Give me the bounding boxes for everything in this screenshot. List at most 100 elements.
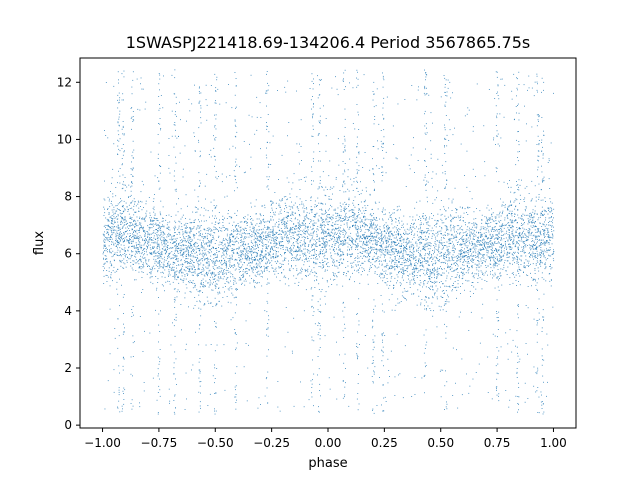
data-point <box>538 245 540 247</box>
data-point <box>162 266 164 268</box>
data-point <box>141 209 143 211</box>
data-point <box>325 249 327 250</box>
data-point <box>472 239 474 240</box>
data-point <box>176 203 177 205</box>
data-point <box>306 212 308 214</box>
data-point <box>398 220 400 222</box>
data-point <box>489 263 491 265</box>
data-point <box>542 214 544 215</box>
data-point <box>161 276 163 278</box>
data-point <box>406 246 407 247</box>
data-point <box>516 241 518 243</box>
data-point <box>114 260 115 262</box>
data-point <box>112 270 114 272</box>
data-point <box>204 275 206 277</box>
data-point <box>536 235 538 237</box>
data-point <box>283 232 285 234</box>
data-point <box>142 289 144 290</box>
data-point <box>295 249 297 251</box>
data-point <box>449 239 451 241</box>
data-point <box>320 203 322 205</box>
data-point <box>371 223 372 224</box>
data-point <box>364 219 366 221</box>
data-point <box>290 227 292 229</box>
data-point <box>163 225 165 227</box>
data-point <box>381 246 383 248</box>
data-point <box>467 226 469 228</box>
data-point <box>139 266 141 268</box>
data-point <box>199 272 200 274</box>
data-point <box>360 236 362 238</box>
data-point <box>395 237 397 239</box>
data-point <box>491 214 492 216</box>
data-point <box>115 226 117 228</box>
data-point <box>374 265 376 267</box>
data-point <box>401 295 403 297</box>
data-point <box>426 231 428 233</box>
data-point <box>186 225 187 227</box>
data-point <box>519 227 520 229</box>
data-point <box>155 222 157 224</box>
data-point <box>486 227 488 229</box>
data-point <box>400 268 402 270</box>
data-point <box>436 274 438 275</box>
data-point <box>529 218 531 220</box>
data-point <box>161 254 163 256</box>
data-point <box>112 280 113 282</box>
data-point <box>413 247 414 249</box>
data-point <box>231 234 233 236</box>
data-point <box>198 267 200 269</box>
data-point <box>231 217 233 218</box>
data-point <box>252 252 254 254</box>
data-point <box>328 198 330 200</box>
data-point <box>362 248 364 250</box>
data-point <box>551 225 553 227</box>
data-point <box>506 254 508 256</box>
data-point <box>201 245 203 247</box>
data-point <box>426 267 428 269</box>
data-point <box>150 276 152 278</box>
data-point <box>432 270 434 271</box>
data-point <box>169 256 171 258</box>
data-point <box>546 240 548 242</box>
data-point <box>386 229 388 231</box>
data-point <box>351 209 353 211</box>
data-point <box>439 240 440 242</box>
data-point <box>250 240 252 242</box>
data-point <box>389 216 391 218</box>
data-point <box>263 265 265 267</box>
data-point <box>412 273 414 275</box>
data-point <box>204 237 206 239</box>
data-point <box>158 253 159 254</box>
data-point <box>295 251 297 253</box>
data-point <box>477 251 479 253</box>
data-point <box>351 265 352 267</box>
data-point <box>389 260 391 262</box>
data-point <box>164 276 166 278</box>
data-point <box>280 245 282 247</box>
data-point <box>366 252 368 254</box>
data-point <box>481 222 483 224</box>
data-point <box>456 260 457 262</box>
data-point <box>413 266 415 268</box>
data-point <box>281 263 283 265</box>
data-point <box>174 277 176 279</box>
data-point <box>200 290 202 292</box>
data-point <box>161 253 163 255</box>
data-point <box>189 280 191 282</box>
data-point <box>343 241 345 243</box>
data-point <box>307 271 309 273</box>
data-point <box>500 237 502 239</box>
data-point <box>499 221 500 223</box>
data-point <box>314 214 316 216</box>
data-point <box>376 252 377 254</box>
data-point <box>427 228 429 229</box>
data-point <box>403 273 405 274</box>
data-point <box>124 216 126 218</box>
data-point <box>226 248 228 250</box>
data-point <box>431 273 433 275</box>
data-point <box>445 218 447 220</box>
data-point <box>516 229 518 231</box>
data-point <box>145 212 147 214</box>
data-point <box>521 233 523 235</box>
